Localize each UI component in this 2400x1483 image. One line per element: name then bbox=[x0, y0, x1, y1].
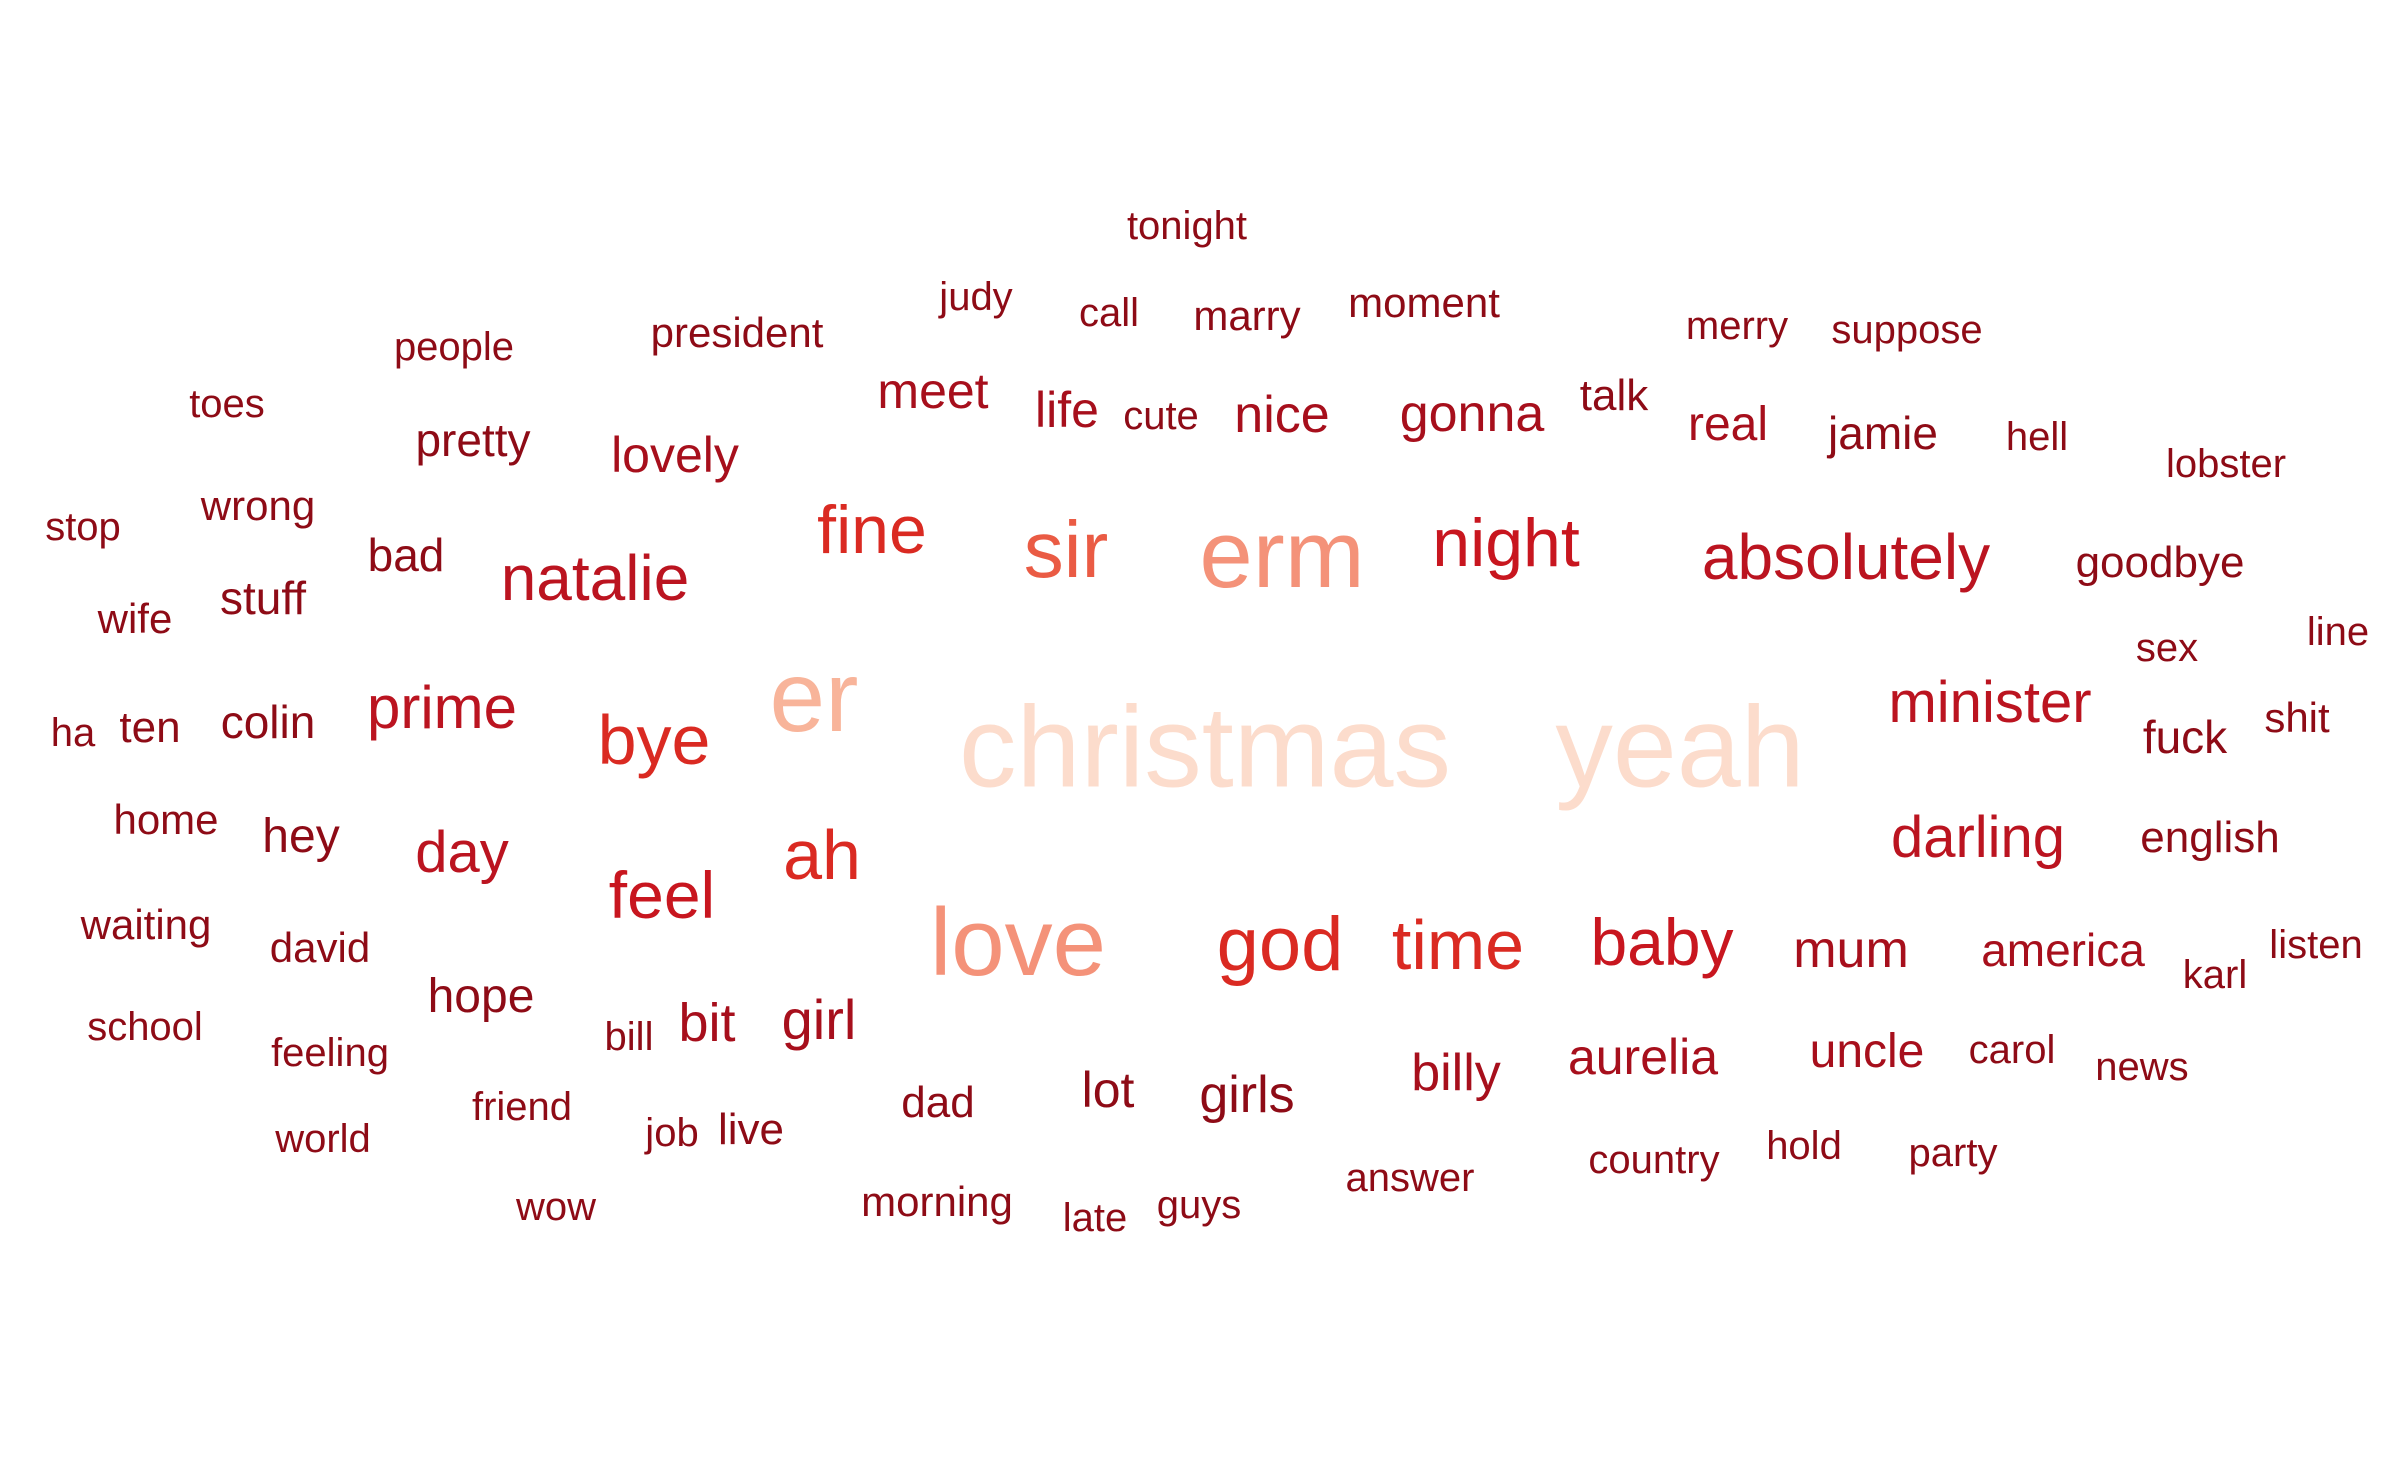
word-baby: baby bbox=[1590, 905, 1734, 979]
word-news: news bbox=[2095, 1045, 2189, 1089]
word-country: country bbox=[1588, 1138, 1720, 1182]
word-david: david bbox=[269, 924, 371, 971]
word-judy: judy bbox=[939, 275, 1013, 319]
word-waiting: waiting bbox=[80, 901, 212, 948]
word-feeling: feeling bbox=[271, 1031, 389, 1075]
word-tonight: tonight bbox=[1126, 204, 1248, 248]
word-christmas: christmas bbox=[958, 683, 1452, 812]
word-people: people bbox=[393, 325, 515, 369]
word-home: home bbox=[113, 796, 219, 843]
word-yeah: yeah bbox=[1555, 683, 1805, 812]
word-wrong: wrong bbox=[200, 482, 316, 529]
word-jamie: jamie bbox=[1828, 407, 1938, 459]
word-karl: karl bbox=[2182, 953, 2248, 997]
word-lot: lot bbox=[1081, 1062, 1135, 1118]
word-wow: wow bbox=[515, 1185, 597, 1229]
word-billy: billy bbox=[1411, 1044, 1501, 1102]
word-absolutely: absolutely bbox=[1701, 521, 1991, 593]
word-meet: meet bbox=[877, 363, 989, 419]
word-er: er bbox=[769, 641, 859, 753]
word-girl: girl bbox=[781, 988, 857, 1051]
word-live: live bbox=[717, 1105, 785, 1154]
word-ten: ten bbox=[119, 703, 181, 752]
word-hey: hey bbox=[262, 810, 340, 863]
word-carol: carol bbox=[1968, 1028, 2056, 1072]
word-call: call bbox=[1078, 291, 1140, 335]
word-line: line bbox=[2306, 610, 2370, 654]
word-bit: bit bbox=[678, 993, 736, 1053]
word-marry: marry bbox=[1193, 292, 1301, 339]
word-god: god bbox=[1216, 902, 1344, 987]
word-president: president bbox=[650, 309, 824, 356]
word-school: school bbox=[87, 1005, 203, 1049]
word-party: party bbox=[1908, 1131, 1998, 1175]
word-time: time bbox=[1391, 906, 1525, 984]
word-life: life bbox=[1035, 382, 1099, 438]
word-feel: feel bbox=[608, 858, 716, 932]
word-late: late bbox=[1062, 1196, 1128, 1240]
word-hope: hope bbox=[427, 970, 535, 1023]
word-job: job bbox=[645, 1111, 699, 1155]
word-listen: listen bbox=[2269, 923, 2363, 967]
word-minister: minister bbox=[1888, 670, 2092, 735]
word-hell: hell bbox=[2005, 415, 2069, 459]
word-bad: bad bbox=[367, 529, 445, 581]
word-lobster: lobster bbox=[2165, 442, 2287, 486]
word-fuck: fuck bbox=[2142, 711, 2228, 763]
word-natalie: natalie bbox=[500, 542, 690, 614]
word-girls: girls bbox=[1199, 1066, 1295, 1124]
word-guys: guys bbox=[1156, 1183, 1242, 1227]
word-merry: merry bbox=[1685, 304, 1789, 348]
word-bye: bye bbox=[597, 701, 711, 779]
word-ha: ha bbox=[50, 711, 96, 755]
word-real: real bbox=[1687, 398, 1769, 451]
word-cute: cute bbox=[1123, 394, 1199, 438]
word-hold: hold bbox=[1766, 1124, 1842, 1168]
word-english: english bbox=[2140, 813, 2280, 862]
word-morning: morning bbox=[861, 1178, 1013, 1225]
word-shit: shit bbox=[2264, 694, 2330, 741]
word-stop: stop bbox=[45, 505, 121, 549]
word-aurelia: aurelia bbox=[1567, 1029, 1719, 1085]
word-talk: talk bbox=[1579, 371, 1649, 420]
word-friend: friend bbox=[471, 1085, 573, 1129]
word-stuff: stuff bbox=[219, 572, 307, 624]
word-sir: sir bbox=[1023, 505, 1109, 594]
word-toes: toes bbox=[189, 382, 265, 426]
word-mum: mum bbox=[1793, 921, 1909, 979]
word-prime: prime bbox=[366, 674, 518, 741]
word-lovely: lovely bbox=[611, 427, 739, 483]
word-suppose: suppose bbox=[1831, 308, 1983, 352]
word-moment: moment bbox=[1348, 279, 1500, 326]
word-colin: colin bbox=[220, 696, 316, 748]
word-answer: answer bbox=[1345, 1156, 1475, 1200]
word-love: love bbox=[929, 889, 1107, 996]
word-nice: nice bbox=[1234, 386, 1330, 444]
word-gonna: gonna bbox=[1399, 385, 1545, 443]
word-bill: bill bbox=[604, 1015, 654, 1059]
word-wife: wife bbox=[97, 595, 173, 642]
word-day: day bbox=[415, 820, 509, 885]
word-darling: darling bbox=[1890, 805, 2066, 870]
word-erm: erm bbox=[1199, 501, 1365, 608]
word-fine: fine bbox=[817, 492, 927, 568]
word-america: america bbox=[1981, 924, 2145, 976]
word-pretty: pretty bbox=[415, 414, 531, 466]
word-uncle: uncle bbox=[1809, 1025, 1925, 1078]
word-goodbye: goodbye bbox=[2075, 538, 2245, 587]
word-night: night bbox=[1432, 505, 1580, 581]
word-dad: dad bbox=[901, 1078, 975, 1127]
word-world: world bbox=[275, 1117, 371, 1161]
word-ah: ah bbox=[783, 816, 861, 894]
word-sex: sex bbox=[2135, 626, 2199, 670]
